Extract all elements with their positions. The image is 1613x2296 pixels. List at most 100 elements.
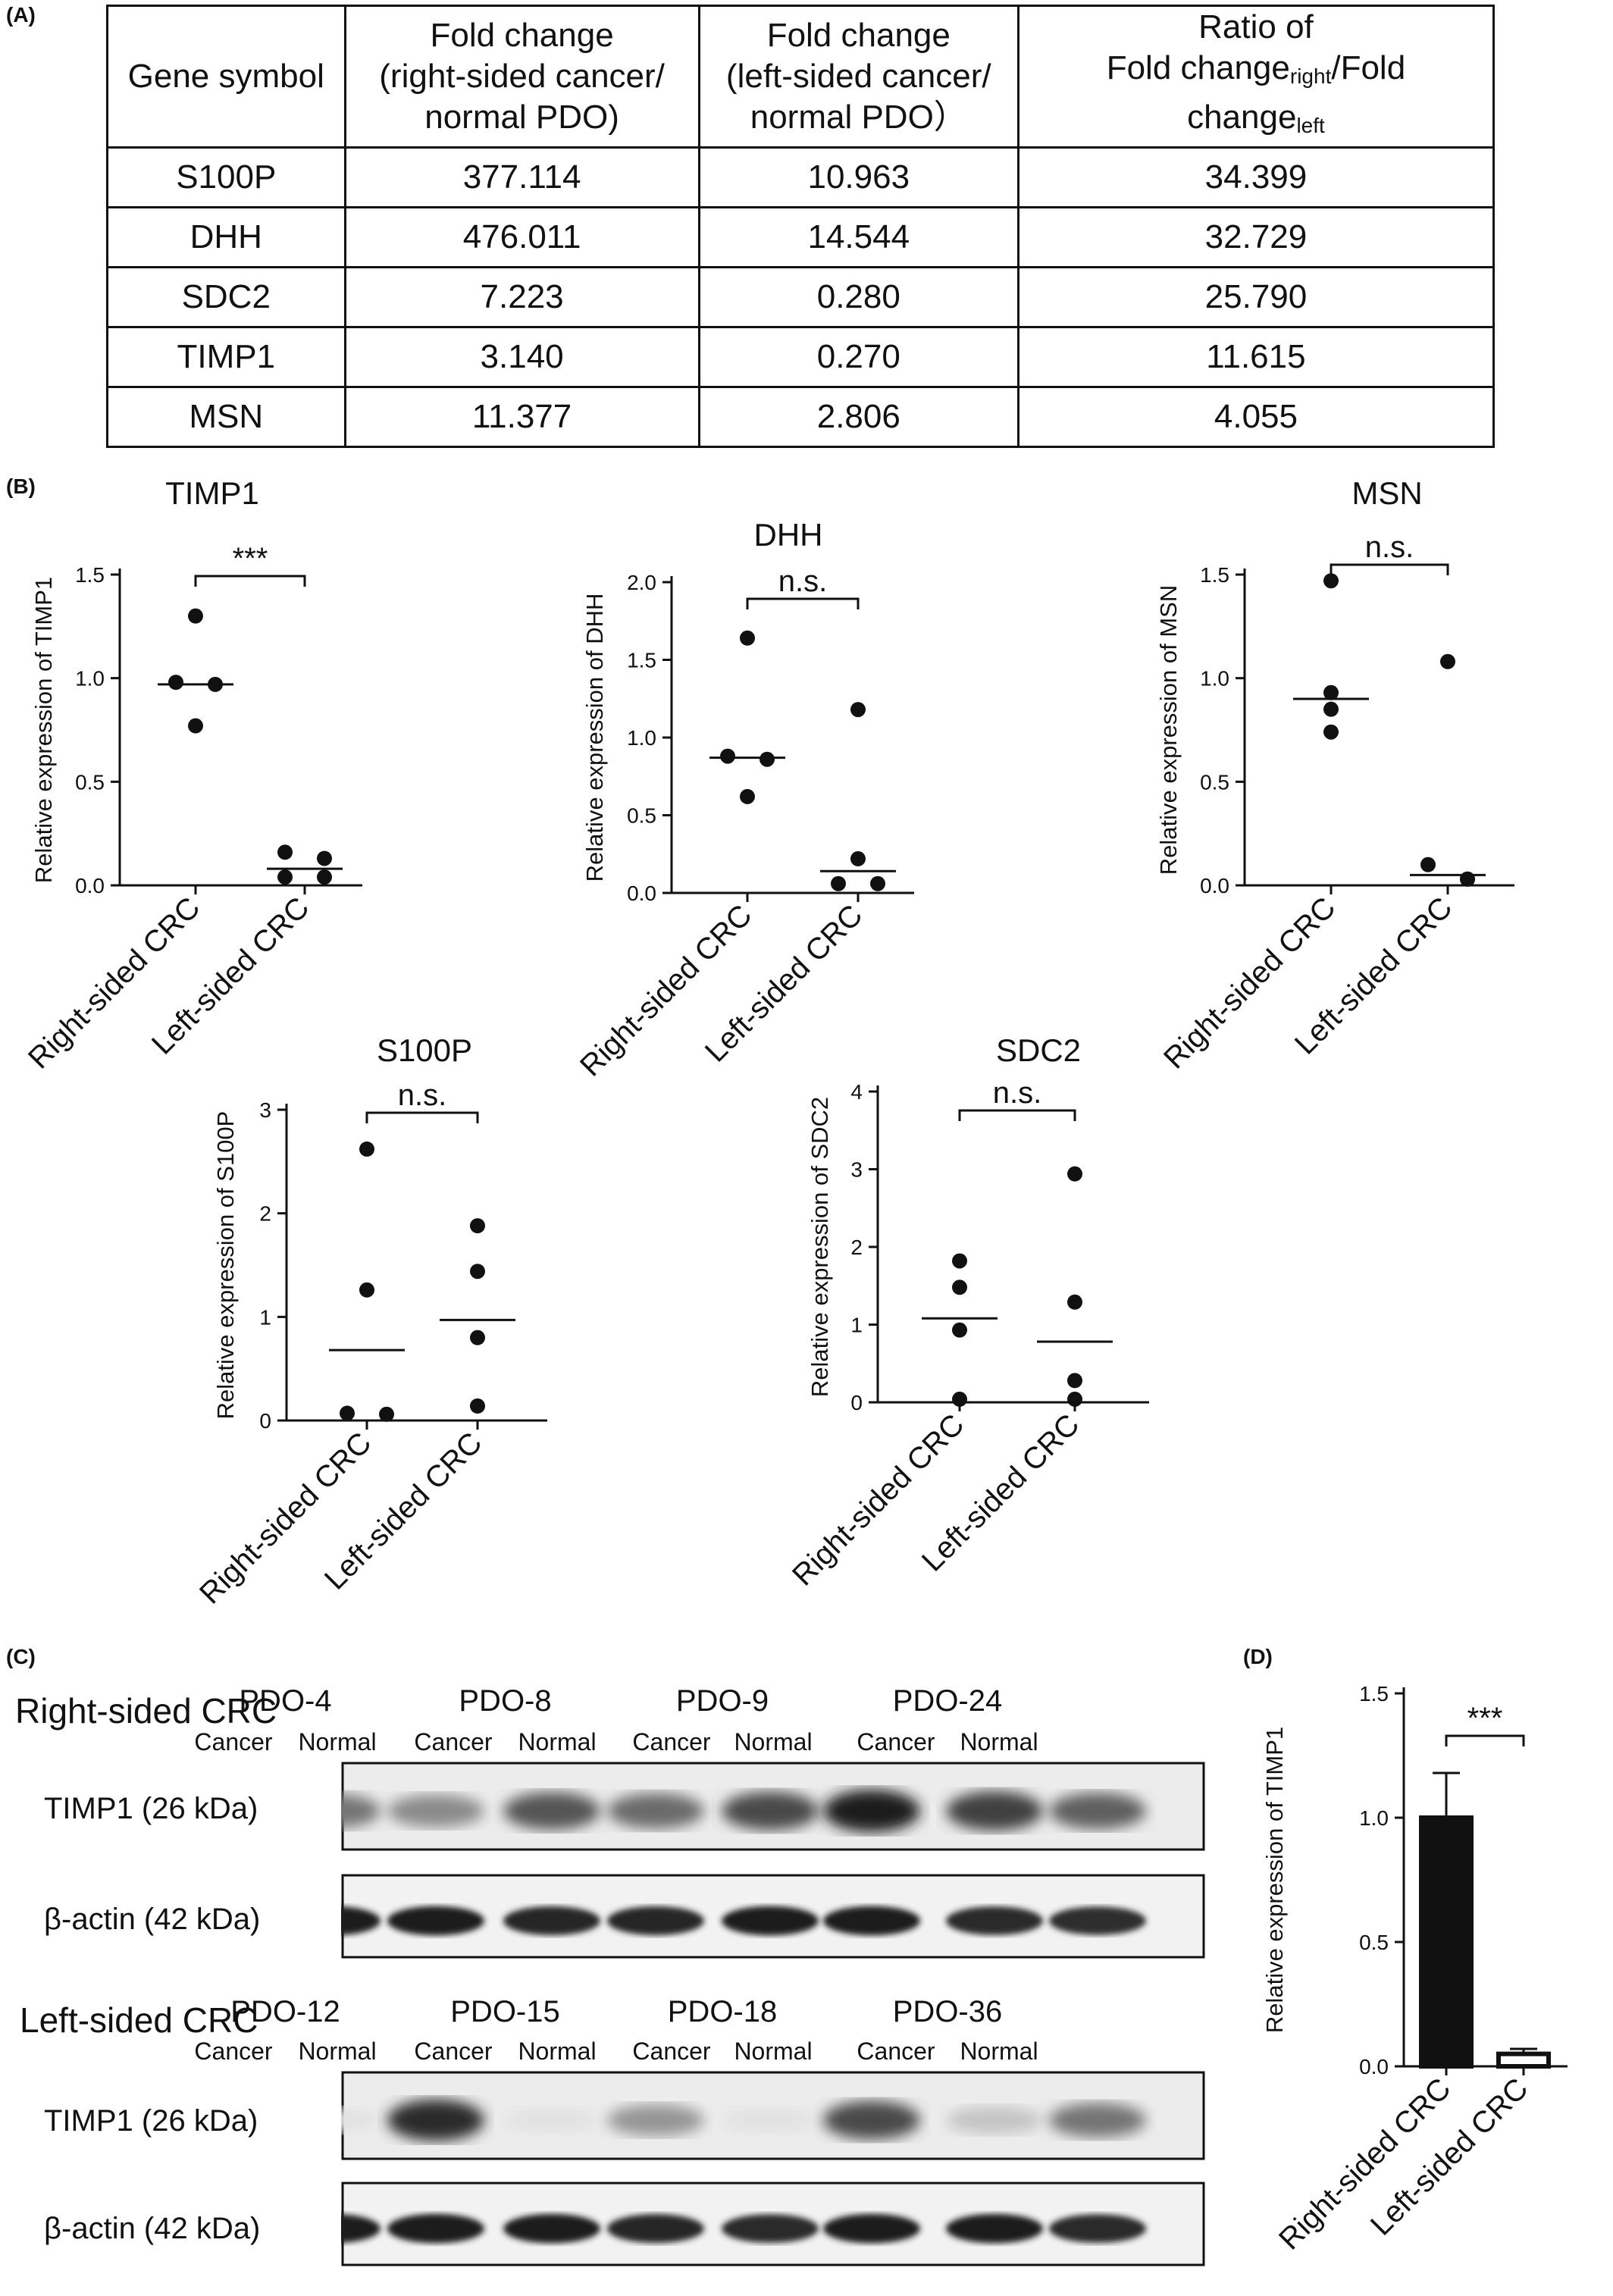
- y-tick-label: 2: [850, 1236, 863, 1259]
- data-point: [277, 869, 293, 885]
- data-point: [952, 1253, 967, 1269]
- lane-label: Normal: [298, 1728, 377, 1756]
- blot-band: [607, 1793, 704, 1829]
- gene-symbol-cell: S100P: [106, 146, 346, 208]
- data-point: [952, 1391, 967, 1407]
- y-tick-label: 3: [850, 1158, 863, 1182]
- y-axis-label: Relative expression of TIMP1: [30, 577, 57, 883]
- y-tick-label: 1: [850, 1314, 863, 1337]
- significance-label: n.s.: [1365, 531, 1414, 564]
- data-point: [1323, 724, 1339, 740]
- data-point: [760, 751, 775, 767]
- y-tick-label: 0: [259, 1409, 271, 1433]
- blot-band: [503, 2107, 600, 2133]
- y-tick-label: 0.5: [1200, 770, 1229, 794]
- data-point: [1323, 573, 1339, 589]
- data-point: [952, 1280, 967, 1295]
- data-point: [340, 1405, 355, 1421]
- blot-band: [946, 1906, 1043, 1935]
- chart-title: S100P: [377, 1032, 472, 1068]
- significance-label: ***: [233, 542, 268, 575]
- data-point: [1323, 684, 1339, 700]
- value-cell: 377.114: [343, 146, 700, 208]
- y-tick-label: 0.5: [1359, 1931, 1389, 1954]
- data-point: [1440, 653, 1455, 669]
- blot-band: [946, 1791, 1043, 1831]
- y-tick-label: 1.5: [1359, 1682, 1389, 1706]
- blot-band: [387, 2213, 484, 2244]
- table-row: S100P 377.114 10.963 34.399: [106, 146, 1496, 208]
- y-tick-label: 1.0: [627, 726, 656, 750]
- value-cell: 14.544: [697, 206, 1019, 268]
- lane-label: Normal: [298, 2038, 377, 2065]
- lane-label: Cancer: [632, 1728, 711, 1756]
- gene-symbol-cell: SDC2: [106, 266, 346, 328]
- pdo-label: PDO-24: [892, 1684, 1003, 1718]
- blot-band: [341, 2213, 381, 2244]
- blot-band: [503, 1906, 600, 1936]
- chart-title: MSN: [1351, 475, 1422, 511]
- data-point: [317, 850, 332, 866]
- lane-label: Normal: [734, 2038, 813, 2065]
- y-axis-label: Relative expression of DHH: [581, 594, 608, 882]
- blot-band: [1049, 2103, 1146, 2138]
- y-tick-label: 0.5: [75, 770, 105, 794]
- pdo-label: PDO-15: [450, 1995, 560, 2028]
- lane-label: Normal: [960, 1728, 1038, 1756]
- significance-label: ***: [1467, 1702, 1503, 1735]
- data-point: [1420, 857, 1436, 872]
- table-row: SDC2 7.223 0.280 25.790: [106, 266, 1496, 328]
- data-point: [1067, 1166, 1082, 1182]
- data-point: [1067, 1373, 1082, 1389]
- timp1-row-label-left: TIMP1 (26 kDa): [44, 2104, 258, 2138]
- y-tick-label: 2.0: [627, 571, 656, 594]
- pdo-label: PDO-9: [675, 1684, 769, 1718]
- lane-label: Cancer: [414, 2038, 493, 2065]
- data-point: [470, 1330, 485, 1345]
- header-ratio: Ratio of Fold changeright/Fold changelef…: [1016, 5, 1496, 149]
- y-tick-label: 0.0: [627, 882, 656, 905]
- blot-band: [823, 1790, 920, 1832]
- lane-label: Normal: [518, 2038, 597, 2065]
- data-point: [1460, 871, 1475, 887]
- blot-band: [341, 1906, 381, 1936]
- pdo-label: PDO-4: [239, 1684, 332, 1718]
- y-axis-label: Relative expression of TIMP1: [1261, 1727, 1288, 2033]
- actin-row-label-left: β-actin (42 kDa): [44, 2212, 261, 2245]
- data-point: [188, 608, 203, 624]
- data-point: [740, 788, 755, 804]
- blot-band: [1049, 1906, 1146, 1935]
- table-row: MSN 11.377 2.806 4.055: [106, 386, 1496, 448]
- actin-blot-right: [341, 1874, 1205, 1959]
- data-point: [277, 844, 293, 860]
- blot-band: [722, 1791, 819, 1831]
- data-point: [850, 702, 866, 718]
- value-cell: 476.011: [343, 206, 700, 268]
- y-tick-label: 1.5: [75, 563, 105, 587]
- chart-title: SDC2: [996, 1032, 1081, 1068]
- y-tick-label: 3: [259, 1098, 271, 1122]
- lane-label: Normal: [734, 1728, 813, 1756]
- timp1-blot-left: [341, 2071, 1205, 2160]
- panel-label-c: (C): [6, 1645, 36, 1668]
- data-point: [470, 1264, 485, 1280]
- lane-label: Cancer: [857, 2038, 935, 2065]
- timp1-blot-right: [341, 1762, 1205, 1851]
- fold-change-table: Gene symbol Fold change (right-sided can…: [106, 5, 1496, 448]
- value-cell: 0.270: [697, 326, 1019, 388]
- significance-label: n.s.: [778, 565, 827, 598]
- blot-band: [503, 2213, 600, 2244]
- data-point: [831, 875, 846, 891]
- blot-band: [1049, 1792, 1146, 1830]
- blot-band: [823, 2213, 920, 2244]
- value-cell: 3.140: [343, 326, 700, 388]
- significance-bracket: [1445, 1734, 1525, 1746]
- data-point: [870, 875, 885, 891]
- blot-band: [341, 1793, 381, 1828]
- data-point: [720, 748, 735, 764]
